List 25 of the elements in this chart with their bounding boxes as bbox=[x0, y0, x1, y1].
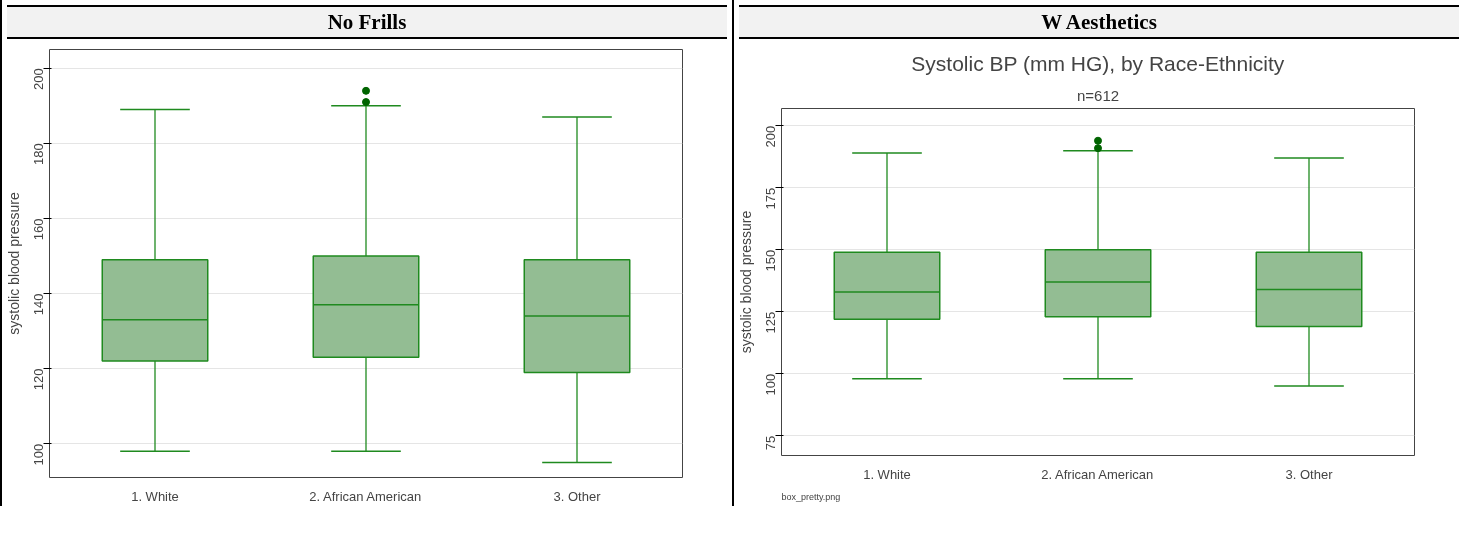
y-tick-label: 100 bbox=[31, 443, 46, 466]
x-tick-label: 2. African American bbox=[1041, 466, 1154, 482]
y-axis-title: systolic blood pressure bbox=[737, 210, 754, 354]
x-tick-label: 1. White bbox=[863, 466, 911, 482]
y-tick-label: 180 bbox=[31, 143, 46, 166]
y-tick-label: 140 bbox=[31, 293, 46, 316]
x-tick-label: 2. African American bbox=[309, 488, 422, 504]
y-tick-label: 200 bbox=[31, 68, 46, 90]
y-axis-title: systolic blood pressure bbox=[5, 192, 22, 335]
y-tick-label: 160 bbox=[31, 218, 46, 241]
y-tick-label: 75 bbox=[763, 435, 778, 451]
text: box_pretty.png bbox=[781, 491, 841, 502]
text: n=612 bbox=[1076, 86, 1120, 104]
chart-title: No Frills bbox=[327, 9, 407, 36]
chart-title: W Aesthetics bbox=[1041, 9, 1157, 36]
y-tick-label: 125 bbox=[763, 311, 778, 334]
x-tick-label: 1. White bbox=[131, 488, 179, 504]
y-tick-label: 120 bbox=[31, 368, 46, 391]
x-tick-label: 3. Other bbox=[553, 488, 602, 504]
y-tick-label: 100 bbox=[763, 373, 778, 396]
chart-subtitle: Systolic BP (mm HG), by Race-Ethnicity bbox=[911, 51, 1285, 75]
y-tick-label: 175 bbox=[763, 187, 778, 210]
y-tick-label: 200 bbox=[763, 125, 778, 148]
x-tick-label: 3. Other bbox=[1285, 466, 1334, 482]
y-tick-label: 150 bbox=[763, 249, 778, 272]
